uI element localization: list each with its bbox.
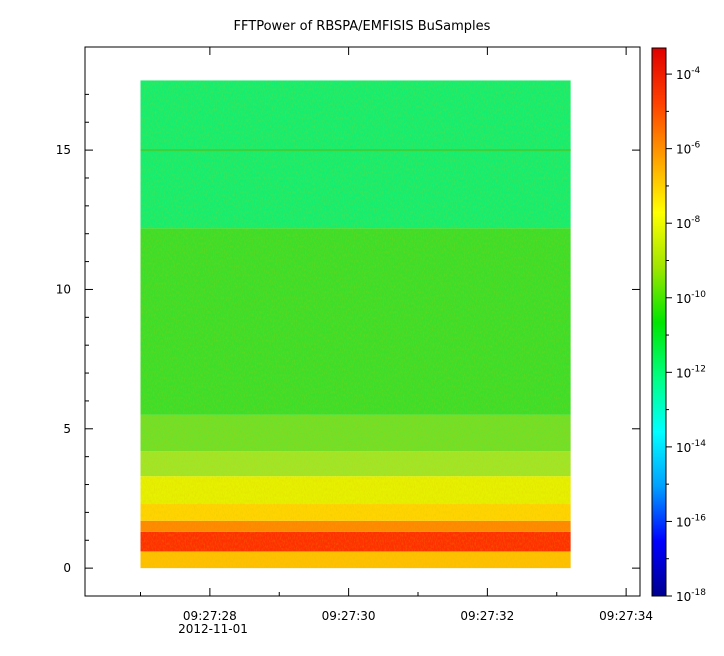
x-date-label: 2012-11-01 — [178, 622, 248, 636]
x-axis: 2012-11-01 09:27:28 09:27:30 09:27:32 09:27… — [140, 47, 653, 636]
colorbar-tick-label: 10-18 — [676, 588, 706, 604]
y-tick-label: 15 — [56, 143, 71, 157]
heatmap-area — [140, 80, 571, 569]
chart-title: FFTPower of RBSPA/EMFISIS BuSamples — [234, 19, 491, 34]
colorbar-tick-label: 10-10 — [676, 290, 706, 306]
y-axis: 0 5 10 15 — [56, 93, 640, 575]
x-tick-label: 09:27:30 — [322, 609, 376, 623]
colorbar-tick-label: 10-8 — [676, 215, 701, 231]
heatmap-texture — [140, 80, 571, 569]
colorbar-tick-label: 10-16 — [676, 513, 706, 529]
colorbar — [651, 47, 667, 597]
colorbar-tick-label: 10-4 — [676, 66, 701, 82]
x-tick-label: 09:27:32 — [460, 609, 514, 623]
y-tick-label: 0 — [63, 561, 71, 575]
y-tick-label: 5 — [63, 422, 71, 436]
colorbar-tick-label: 10-12 — [676, 364, 706, 380]
y-tick-label: 10 — [56, 282, 71, 296]
x-tick-label: 09:27:34 — [599, 609, 653, 623]
colorbar-tick-label: 10-14 — [676, 439, 706, 455]
colorbar-tick-label: 10-6 — [676, 141, 701, 157]
x-tick-label: 09:27:28 — [183, 609, 237, 623]
colorbar-axis: 10-4 10-6 10-8 10-10 10-12 10-14 10-16 10-18 — [666, 66, 706, 604]
